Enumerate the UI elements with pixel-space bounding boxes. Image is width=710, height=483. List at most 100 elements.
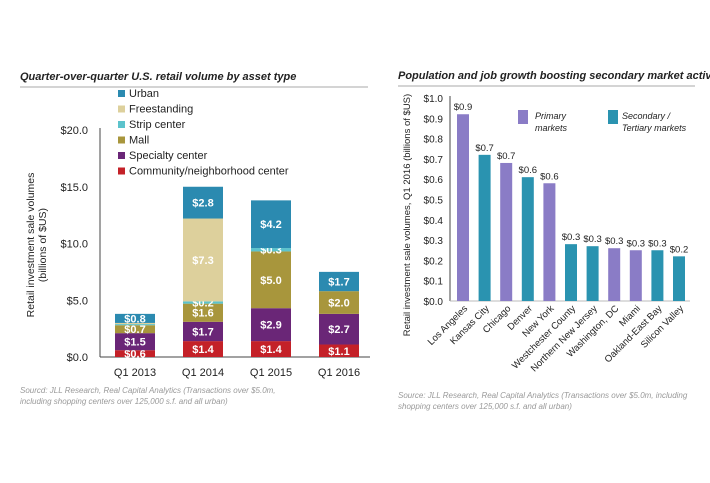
bar: [673, 256, 685, 301]
bar-segment: [319, 291, 359, 314]
legend-label: Mall: [129, 135, 149, 147]
bar: [586, 246, 599, 301]
y-tick-label: $20.0: [60, 125, 88, 137]
chart-title: Population and job growth boosting secon…: [398, 70, 710, 82]
y-tick-label: $1.0: [424, 94, 444, 105]
x-tick-label: Q1 2013: [114, 367, 156, 379]
data-label: $0.7: [124, 324, 145, 336]
x-tick-label: Q1 2015: [250, 367, 292, 379]
y-tick-label: $0.9: [424, 114, 444, 125]
legend-label: Specialty center: [129, 150, 208, 162]
bar: [565, 244, 577, 301]
y-tick-label: $0.7: [424, 155, 444, 166]
data-label: $0.3: [583, 234, 602, 245]
bar-segment: [183, 341, 223, 357]
data-label: $0.6: [540, 171, 559, 182]
legend-swatch: [518, 110, 528, 124]
legend-swatch: [118, 121, 125, 128]
legend-label: Primary: [535, 111, 566, 121]
bar: [651, 250, 664, 301]
bar: [521, 177, 534, 301]
bar: [478, 154, 491, 301]
data-label: $2.7: [328, 324, 349, 336]
bar-segment: [251, 248, 291, 252]
y-tick-label: $0.2: [424, 256, 444, 267]
bar-segment: [251, 251, 291, 309]
legend-swatch: [118, 90, 125, 97]
bar: [629, 250, 642, 301]
data-label: $0.8: [124, 313, 145, 325]
bar-segment: [115, 324, 155, 326]
bar-segment: [183, 186, 223, 219]
bar-segment: [115, 350, 155, 357]
bar-segment: [115, 333, 155, 351]
data-label: $0.3: [605, 236, 624, 247]
data-label: $1.1: [328, 346, 349, 358]
y-tick-label: $10.0: [60, 239, 88, 251]
y-axis-label: Retail investment sale volumes, Q1 2016 …: [402, 94, 413, 336]
bar-segment: [115, 325, 155, 334]
data-label: $0.9: [454, 102, 473, 113]
data-label: $1.4: [260, 344, 282, 356]
legend-label: Community/neighborhood center: [129, 166, 289, 178]
legend-label: Secondary /: [622, 111, 672, 121]
bar-segment: [319, 271, 359, 292]
legend-swatch: [118, 167, 125, 175]
y-axis-label: Retail investment sale volumes(billions …: [25, 173, 49, 318]
data-label: $7.3: [192, 255, 213, 267]
x-tick-label: Q1 2014: [182, 367, 224, 379]
y-tick-label: $0.4: [424, 216, 444, 227]
legend-label: Urban: [129, 88, 159, 100]
bar-segment: [183, 321, 223, 342]
bar-segment: [183, 301, 223, 304]
data-label: $0.3: [648, 238, 667, 249]
data-label: $1.7: [328, 277, 349, 289]
legend-label: Tertiary markets: [622, 123, 687, 133]
data-label: $4.2: [260, 219, 281, 231]
y-tick-label: $0.6: [424, 175, 444, 186]
data-label: $1.6: [192, 308, 213, 320]
y-tick-label: $0.5: [424, 196, 444, 207]
bar-segment: [115, 313, 155, 323]
y-tick-label: $0.3: [424, 236, 444, 247]
bar: [500, 162, 513, 301]
y-tick-label: $0.8: [424, 135, 444, 146]
bar-segment: [251, 308, 291, 342]
data-label: $1.7: [192, 326, 213, 338]
data-label: $1.5: [124, 337, 145, 349]
data-label: $2.0: [328, 298, 349, 310]
bar: [543, 183, 556, 301]
bar-segment: [251, 341, 291, 357]
data-label: $5.0: [260, 275, 281, 287]
bar-segment: [251, 200, 291, 249]
y-tick-label: $0.1: [424, 277, 444, 288]
x-tick-label: Q1 2016: [318, 367, 360, 379]
legend-swatch: [608, 110, 618, 124]
bar: [608, 248, 621, 301]
source-note: Sourcd: JLL Research, Real Capital Analy…: [20, 386, 276, 406]
legend-label: Freestanding: [129, 104, 193, 116]
y-tick-label: $0.0: [424, 297, 444, 308]
legend-swatch: [118, 105, 125, 113]
chart-title: Quarter-over-quarter U.S. retail volume …: [20, 71, 296, 83]
y-tick-label: $0.0: [67, 352, 88, 364]
y-tick-label: $5.0: [67, 295, 88, 307]
data-label: $2.9: [260, 320, 281, 332]
data-label: $0.3: [627, 238, 646, 249]
data-label: $2.8: [192, 198, 213, 210]
data-label: $0.3: [562, 232, 581, 243]
legend-swatch: [118, 136, 125, 144]
bar-segment: [115, 322, 155, 325]
data-label: $0.7: [475, 143, 494, 154]
source-note: Source: JLL Research, Real Capital Analy…: [398, 391, 688, 411]
legend-label: Strip center: [129, 119, 186, 131]
bar-segment: [183, 218, 223, 302]
data-label: $1.4: [192, 344, 214, 356]
legend-label: markets: [535, 123, 568, 133]
data-label: $0.7: [497, 151, 516, 162]
y-tick-label: $15.0: [60, 182, 88, 194]
data-label: $0.6: [519, 165, 538, 176]
data-label: $0.6: [124, 349, 145, 361]
